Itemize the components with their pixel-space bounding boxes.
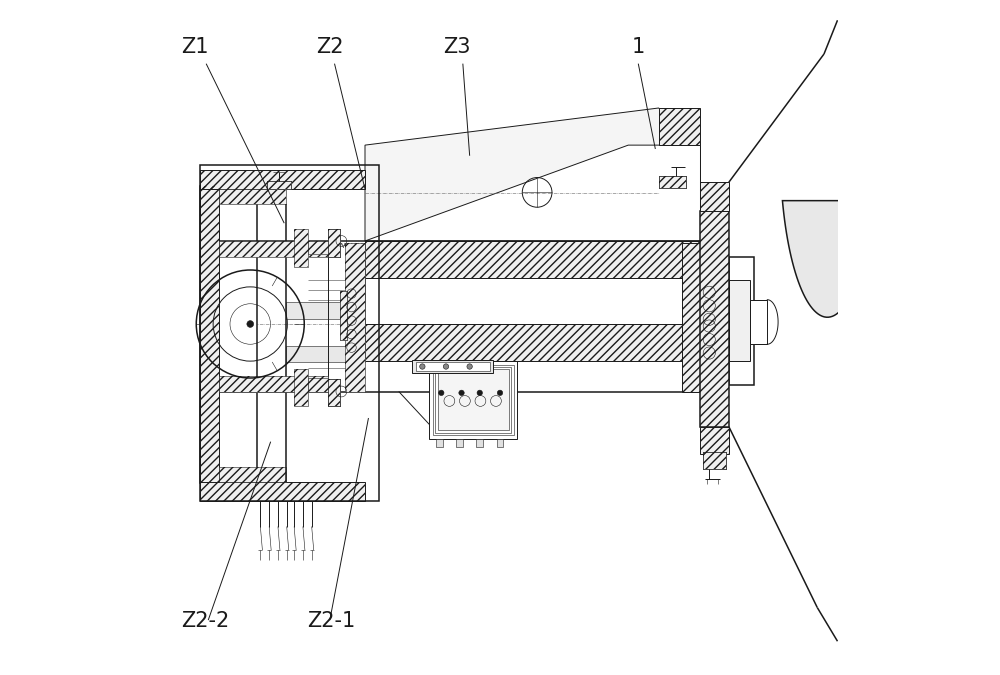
Bar (200, 186, 219, 483)
Bar (267, 181, 291, 189)
Bar (267, 181, 291, 189)
Text: Z2-1: Z2-1 (308, 611, 356, 631)
Bar (200, 170, 365, 189)
Bar (429, 361, 517, 439)
Bar (702, 452, 726, 469)
Bar (294, 369, 308, 406)
Bar (308, 241, 328, 254)
Circle shape (459, 390, 464, 396)
Bar (682, 243, 700, 392)
Bar (345, 243, 365, 392)
Bar (416, 362, 490, 371)
Bar (294, 230, 308, 267)
Bar (659, 108, 700, 145)
Bar (200, 482, 365, 501)
Bar (659, 108, 700, 145)
Bar (200, 186, 257, 483)
Bar (340, 291, 347, 340)
Bar (308, 241, 328, 254)
Bar (328, 230, 340, 256)
Bar (340, 291, 347, 340)
Bar (729, 280, 750, 361)
Bar (412, 360, 493, 373)
Bar (365, 241, 700, 278)
Bar (219, 189, 286, 204)
Bar (294, 230, 308, 267)
Bar (729, 256, 754, 385)
Circle shape (247, 321, 254, 327)
Circle shape (477, 390, 482, 396)
Bar (700, 182, 729, 211)
Bar (200, 165, 378, 501)
Text: Z3: Z3 (443, 37, 470, 57)
Bar (432, 364, 514, 435)
Bar (702, 452, 726, 469)
Bar (365, 324, 700, 361)
Polygon shape (782, 200, 872, 317)
Bar (286, 302, 365, 319)
Bar (200, 186, 219, 483)
Bar (219, 241, 328, 256)
Bar (436, 439, 443, 447)
Circle shape (439, 390, 444, 396)
Bar (700, 211, 729, 427)
Bar (365, 324, 700, 361)
Bar (219, 467, 286, 482)
Bar (750, 300, 767, 344)
Circle shape (467, 364, 472, 369)
Bar (456, 439, 463, 447)
Bar (328, 379, 340, 406)
Bar (365, 278, 700, 324)
Bar (328, 379, 340, 406)
Bar (700, 211, 729, 427)
Text: Z2: Z2 (316, 37, 344, 57)
Text: Z1: Z1 (181, 37, 209, 57)
Text: 1: 1 (632, 37, 645, 57)
Bar (497, 439, 503, 447)
Bar (659, 176, 686, 188)
Bar (659, 176, 686, 188)
Bar (700, 182, 729, 211)
Bar (286, 346, 365, 362)
Polygon shape (365, 108, 700, 241)
Bar (435, 367, 511, 433)
Bar (345, 243, 365, 392)
Bar (659, 176, 686, 188)
Bar (267, 181, 291, 189)
Bar (219, 467, 286, 482)
Bar (438, 369, 509, 430)
Bar (294, 369, 308, 406)
Polygon shape (365, 145, 700, 241)
Bar (365, 241, 700, 278)
Bar (219, 189, 286, 204)
Bar (328, 230, 340, 256)
Circle shape (497, 390, 503, 396)
Bar (700, 427, 729, 454)
Bar (219, 376, 328, 391)
Bar (200, 170, 365, 189)
Circle shape (420, 364, 425, 369)
Circle shape (443, 364, 449, 369)
Bar (308, 378, 328, 392)
Text: Z2-2: Z2-2 (181, 611, 230, 631)
Bar (682, 243, 700, 392)
Bar (700, 427, 729, 454)
Bar (308, 378, 328, 392)
Bar (702, 452, 726, 469)
Bar (219, 376, 328, 391)
Bar (219, 241, 328, 256)
Bar (328, 379, 340, 406)
Bar (476, 439, 483, 447)
Bar (200, 482, 365, 501)
Bar (328, 230, 340, 256)
Bar (340, 291, 347, 340)
